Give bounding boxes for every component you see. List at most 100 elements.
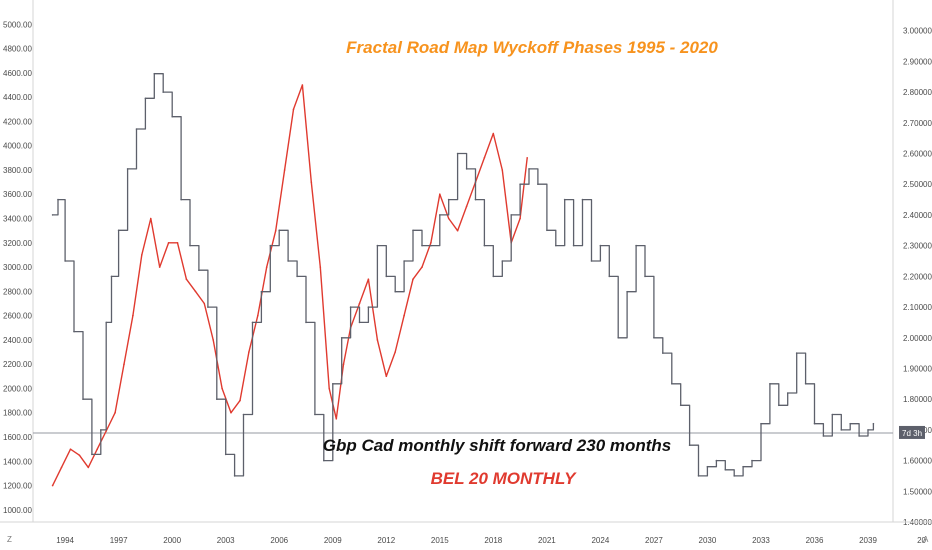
fx-point — [795, 352, 798, 354]
left-tick-label: 2600.00 — [3, 312, 32, 321]
fx-point — [867, 429, 869, 431]
index-point — [403, 314, 405, 317]
index-point — [132, 314, 134, 317]
left-tick-label: 4000.00 — [3, 142, 32, 151]
left-tick-label: 3200.00 — [3, 239, 32, 248]
fx-point — [858, 435, 860, 437]
scale-toggle-button[interactable]: Z — [7, 535, 12, 544]
index-point — [501, 169, 504, 171]
fx-point — [82, 398, 84, 401]
index-point — [212, 339, 214, 341]
time-tick-label: 2012 — [377, 536, 395, 545]
time-tick-label: 2021 — [538, 536, 556, 545]
index-point — [274, 229, 277, 232]
index-point — [203, 302, 206, 305]
left-tick-label: 1400.00 — [3, 457, 32, 466]
left-tick-label: 5000.00 — [3, 20, 32, 29]
fx-point — [599, 244, 602, 247]
right-tick-label: 1.80000 — [903, 395, 932, 404]
index-point — [328, 387, 331, 390]
right-tick-label: 2.90000 — [903, 57, 932, 66]
fx-point — [189, 244, 191, 247]
left-tick-label: 4200.00 — [3, 117, 32, 126]
fx-point — [786, 392, 789, 394]
index-point — [265, 266, 268, 268]
index-point — [78, 454, 81, 457]
time-tick-label: 1994 — [56, 536, 74, 545]
time-axis[interactable]: 1994 1997 2000 2003 2006 2009 2012 2015 2018 2021… — [0, 521, 932, 545]
left-tick-label: 3400.00 — [3, 215, 32, 224]
fx-point — [742, 465, 744, 468]
fx-point — [323, 459, 325, 462]
fx-point — [671, 383, 673, 385]
right-tick-label: 2.80000 — [903, 88, 932, 97]
index-point — [239, 399, 241, 402]
left-price-axis[interactable]: 1000.00 1200.00 1400.00 1600.00 1800.00 2000.… — [3, 0, 34, 522]
time-tick-label: 20 — [917, 536, 926, 545]
fx-point — [251, 321, 254, 324]
annotation-index: BEL 20 MONTHLY — [431, 469, 577, 488]
fx-point — [617, 337, 619, 339]
index-point — [376, 339, 379, 341]
fx-point — [501, 260, 504, 262]
index-point — [319, 266, 322, 268]
right-tick-label: 1.60000 — [903, 457, 932, 466]
fx-point — [813, 422, 816, 425]
time-tick-label: 2039 — [859, 536, 877, 545]
fx-point — [546, 229, 548, 232]
fx-point — [394, 290, 397, 293]
fx-point — [110, 275, 113, 278]
index-point — [483, 157, 486, 159]
fx-point — [105, 321, 107, 324]
fx-point — [688, 444, 691, 447]
fx-point — [260, 290, 263, 293]
fx-point — [349, 306, 352, 308]
index-point — [283, 169, 286, 171]
index-point — [141, 254, 143, 256]
fx-point — [224, 453, 227, 456]
left-tick-label: 2400.00 — [3, 336, 32, 345]
right-tick-label: 1.90000 — [903, 364, 932, 373]
right-tick-label: 1.50000 — [903, 487, 932, 496]
right-tick-label: 2.70000 — [903, 119, 932, 128]
index-point — [342, 363, 345, 366]
fx-point — [872, 422, 875, 425]
fx-point — [278, 229, 281, 232]
left-tick-label: 4600.00 — [3, 69, 32, 78]
index-point — [194, 290, 197, 293]
fx-point — [528, 168, 530, 170]
index-point — [421, 266, 423, 268]
index-point — [248, 351, 250, 353]
fx-point — [760, 422, 762, 425]
left-tick-label: 2200.00 — [3, 360, 32, 369]
index-point — [69, 448, 72, 451]
index-point — [394, 351, 397, 353]
left-tick-label: 2000.00 — [3, 384, 32, 393]
fx-point — [57, 198, 59, 201]
fx-point — [358, 321, 361, 324]
fx-point — [305, 321, 307, 324]
right-tick-label: 2.50000 — [903, 180, 932, 189]
fx-point — [216, 398, 218, 401]
fx-point — [635, 244, 637, 247]
index-point — [301, 84, 304, 86]
auto-scale-button[interactable]: A — [923, 535, 929, 544]
index-point — [96, 448, 98, 451]
fx-point — [447, 198, 450, 201]
fx-point — [198, 269, 200, 272]
fx-point — [697, 475, 700, 477]
fx-point — [376, 244, 379, 247]
fx-point — [180, 198, 182, 201]
fx-point — [510, 214, 512, 216]
fx-point — [171, 115, 173, 118]
left-tick-label: 3600.00 — [3, 190, 32, 199]
fx-point — [706, 465, 709, 468]
fx-point — [822, 435, 825, 437]
index-point — [114, 411, 116, 414]
right-tick-label: 2.10000 — [903, 303, 932, 312]
fx-point — [403, 260, 405, 262]
fx-point — [644, 275, 646, 278]
time-tick-label: 2000 — [163, 536, 181, 545]
fx-point — [572, 244, 575, 247]
